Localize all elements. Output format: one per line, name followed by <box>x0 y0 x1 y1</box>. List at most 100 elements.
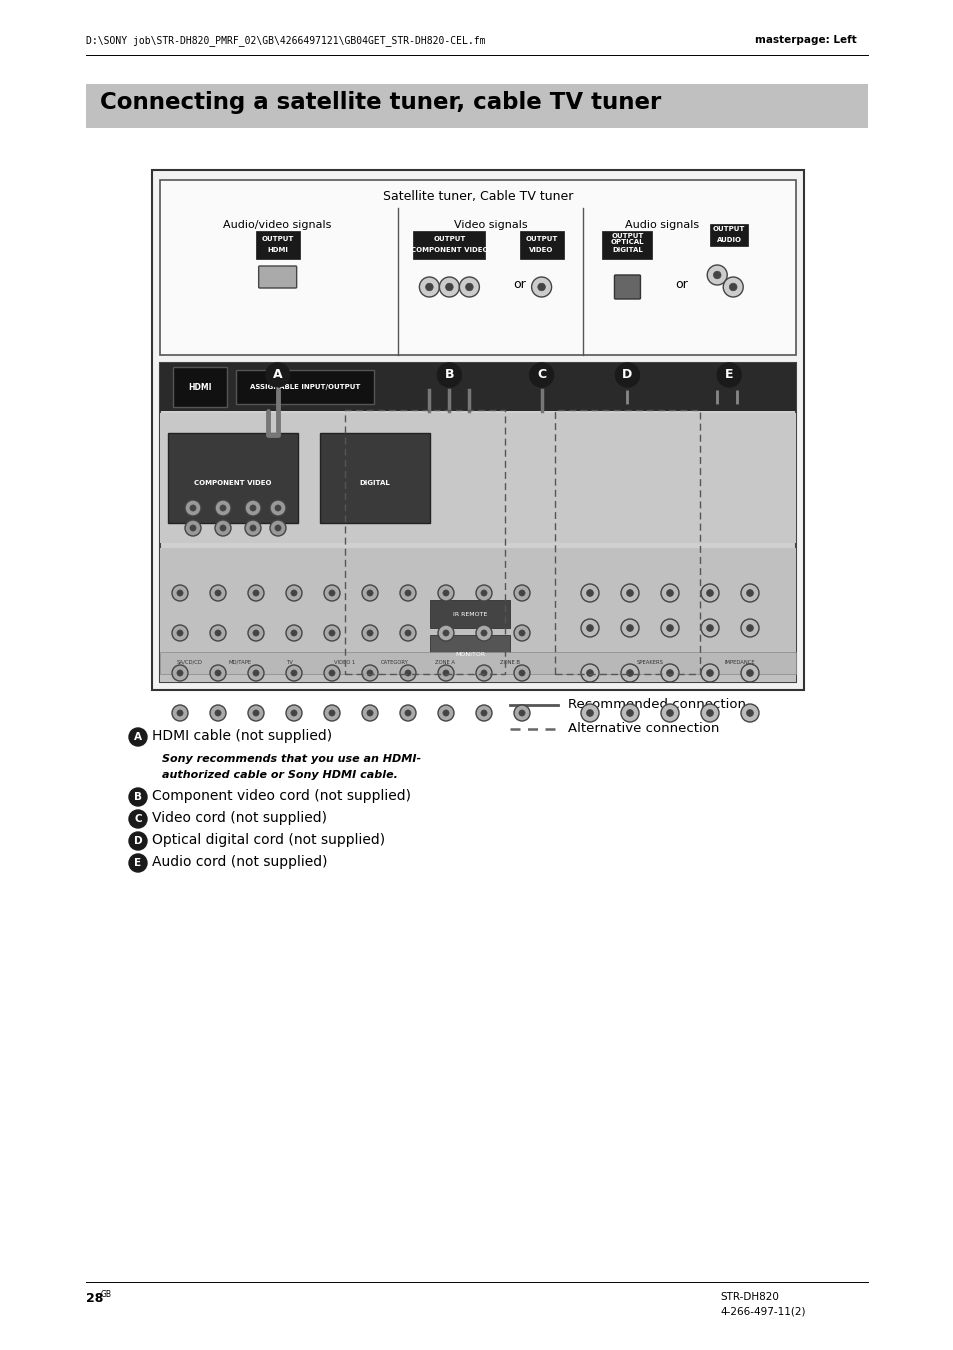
Circle shape <box>404 590 411 597</box>
Text: Video signals: Video signals <box>454 220 527 230</box>
Circle shape <box>270 500 286 516</box>
Circle shape <box>713 271 720 279</box>
Circle shape <box>250 525 255 531</box>
Text: OUTPUT
OPTICAL: OUTPUT OPTICAL <box>610 232 643 246</box>
Circle shape <box>480 670 487 676</box>
Circle shape <box>286 625 302 641</box>
Circle shape <box>740 664 759 682</box>
Text: AUDIO: AUDIO <box>716 238 740 243</box>
FancyBboxPatch shape <box>160 363 795 682</box>
Circle shape <box>537 284 545 290</box>
Circle shape <box>245 520 261 536</box>
Circle shape <box>176 630 183 636</box>
Circle shape <box>404 710 411 716</box>
Circle shape <box>442 670 449 676</box>
Circle shape <box>666 625 673 632</box>
Circle shape <box>399 666 416 680</box>
Text: Audio cord (not supplied): Audio cord (not supplied) <box>152 855 327 869</box>
Circle shape <box>324 666 339 680</box>
Circle shape <box>476 625 492 641</box>
Circle shape <box>740 620 759 637</box>
Text: MONITOR: MONITOR <box>455 652 484 656</box>
Circle shape <box>185 500 201 516</box>
Circle shape <box>329 630 335 636</box>
Text: D: D <box>133 836 142 846</box>
Circle shape <box>746 625 753 632</box>
Circle shape <box>729 284 737 290</box>
Text: C: C <box>537 369 545 382</box>
Circle shape <box>626 710 633 717</box>
Circle shape <box>274 525 281 531</box>
Circle shape <box>129 855 147 872</box>
Circle shape <box>404 630 411 636</box>
Circle shape <box>248 666 264 680</box>
Circle shape <box>666 710 673 717</box>
Circle shape <box>518 670 524 676</box>
Circle shape <box>700 585 719 602</box>
Circle shape <box>437 705 454 721</box>
Text: GB: GB <box>101 1291 112 1299</box>
Circle shape <box>172 585 188 601</box>
Circle shape <box>700 620 719 637</box>
FancyBboxPatch shape <box>430 634 510 674</box>
Circle shape <box>660 620 679 637</box>
Text: HDMI: HDMI <box>267 247 288 252</box>
Text: SA/CD/CD: SA/CD/CD <box>177 660 203 664</box>
FancyBboxPatch shape <box>258 266 296 288</box>
Circle shape <box>210 666 226 680</box>
Circle shape <box>253 590 259 597</box>
Circle shape <box>361 666 377 680</box>
Circle shape <box>286 705 302 721</box>
Circle shape <box>722 277 742 297</box>
Circle shape <box>270 520 286 536</box>
Text: B: B <box>444 369 454 382</box>
Text: E: E <box>134 859 141 868</box>
Text: Connecting a satellite tuner, cable TV tuner: Connecting a satellite tuner, cable TV t… <box>100 90 660 113</box>
Text: STR-DH820: STR-DH820 <box>720 1292 778 1301</box>
Circle shape <box>253 670 259 676</box>
Circle shape <box>480 710 487 716</box>
Circle shape <box>291 710 296 716</box>
Circle shape <box>172 705 188 721</box>
Circle shape <box>717 363 740 387</box>
Text: VIDEO: VIDEO <box>529 247 553 252</box>
FancyBboxPatch shape <box>319 433 430 522</box>
Circle shape <box>586 670 593 676</box>
Circle shape <box>190 505 195 512</box>
FancyBboxPatch shape <box>255 231 299 259</box>
Circle shape <box>324 705 339 721</box>
FancyBboxPatch shape <box>430 599 510 628</box>
Circle shape <box>706 590 713 597</box>
Text: A: A <box>133 732 142 742</box>
Circle shape <box>248 585 264 601</box>
Circle shape <box>442 710 449 716</box>
Text: Satellite tuner, Cable TV tuner: Satellite tuner, Cable TV tuner <box>382 190 573 202</box>
Circle shape <box>740 585 759 602</box>
Circle shape <box>425 284 433 290</box>
Circle shape <box>399 625 416 641</box>
Circle shape <box>129 788 147 806</box>
Text: Audio signals: Audio signals <box>625 220 699 230</box>
Text: Alternative connection: Alternative connection <box>567 721 719 734</box>
Text: B: B <box>133 792 142 802</box>
Circle shape <box>626 670 633 676</box>
Circle shape <box>399 585 416 601</box>
Text: OUTPUT: OUTPUT <box>261 236 294 242</box>
Circle shape <box>404 670 411 676</box>
Circle shape <box>476 666 492 680</box>
Text: COMPONENT VIDEO: COMPONENT VIDEO <box>410 247 488 252</box>
FancyBboxPatch shape <box>709 224 747 246</box>
Circle shape <box>620 585 639 602</box>
Circle shape <box>248 625 264 641</box>
Circle shape <box>250 505 255 512</box>
Circle shape <box>129 810 147 828</box>
Circle shape <box>706 265 726 285</box>
Text: or: or <box>675 278 687 292</box>
Circle shape <box>746 590 753 597</box>
Text: COMPONENT VIDEO: COMPONENT VIDEO <box>194 481 272 486</box>
FancyBboxPatch shape <box>160 548 795 682</box>
Circle shape <box>580 620 598 637</box>
Circle shape <box>626 590 633 597</box>
Circle shape <box>367 670 373 676</box>
Circle shape <box>176 590 183 597</box>
